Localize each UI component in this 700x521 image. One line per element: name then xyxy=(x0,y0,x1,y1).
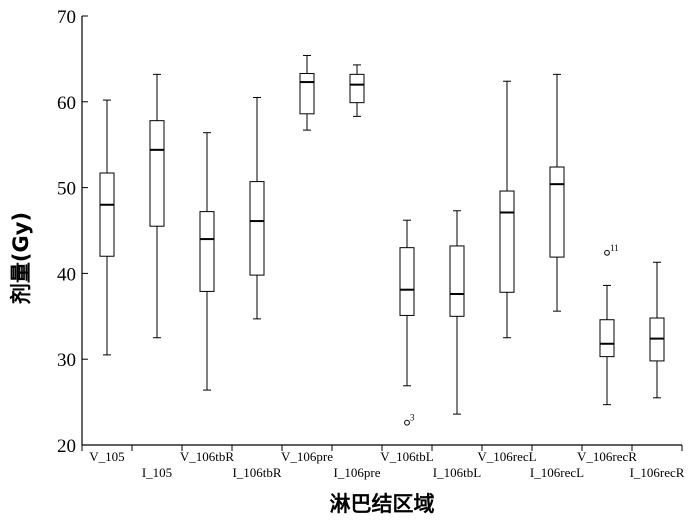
box-I_106pre xyxy=(349,64,365,117)
iqr-box xyxy=(399,247,415,316)
axes xyxy=(81,15,683,451)
x-category-label: V_106pre xyxy=(281,449,333,464)
iqr-box xyxy=(99,172,115,257)
box-V_105 xyxy=(99,99,115,356)
box-V_106tbR xyxy=(199,132,215,391)
iqr-box xyxy=(149,120,165,227)
y-tick-label: 70 xyxy=(57,7,76,28)
x-category-label: V_105 xyxy=(89,449,124,464)
y-axis-title: 剂量(Gy) xyxy=(9,212,33,304)
iqr-box xyxy=(199,211,215,292)
iqr-box xyxy=(599,319,615,358)
x-category-label: I_105 xyxy=(142,465,172,480)
x-category-label: I_106recL xyxy=(530,465,584,480)
y-tick-label: 50 xyxy=(57,179,76,200)
box-I_106tbR xyxy=(249,97,265,320)
x-category-label: V_106recR xyxy=(577,449,637,464)
box-V_106recR xyxy=(599,284,615,406)
x-axis-title: 淋巴结区域 xyxy=(330,492,435,516)
box-I_106recR xyxy=(649,261,665,399)
iqr-box xyxy=(249,181,265,276)
y-tick-label: 30 xyxy=(57,350,76,371)
box-V_106pre xyxy=(299,54,315,131)
box-V_106recL xyxy=(499,80,515,339)
outlier-label: 3 xyxy=(410,413,415,423)
x-category-label: V_106tbL xyxy=(380,449,434,464)
tick-labels: 203040506070V_105I_105V_106tbRI_106tbRV_… xyxy=(57,7,685,480)
outlier-point xyxy=(604,249,610,256)
x-category-label: V_106tbR xyxy=(180,449,235,464)
iqr-box xyxy=(549,166,565,258)
y-tick-label: 20 xyxy=(57,436,76,457)
box-I_106recL xyxy=(549,73,565,312)
x-category-label: I_106tbL xyxy=(433,465,481,480)
iqr-box xyxy=(449,245,465,317)
box-V_106tbL xyxy=(399,219,415,387)
y-tick-label: 60 xyxy=(57,93,76,114)
x-category-label: I_106recR xyxy=(630,465,685,480)
x-category-label: I_106pre xyxy=(334,465,381,480)
iqr-box xyxy=(349,73,365,104)
box-I_105 xyxy=(149,73,165,339)
iqr-box xyxy=(499,190,515,293)
box-I_106tbL xyxy=(449,210,465,415)
x-category-label: V_106recL xyxy=(477,449,536,464)
box-series xyxy=(99,54,665,426)
outlier-label: 11 xyxy=(610,243,619,253)
outlier-point xyxy=(404,419,410,426)
x-category-label: I_106tbR xyxy=(232,465,281,480)
iqr-box xyxy=(299,72,315,115)
y-tick-label: 40 xyxy=(57,264,76,285)
